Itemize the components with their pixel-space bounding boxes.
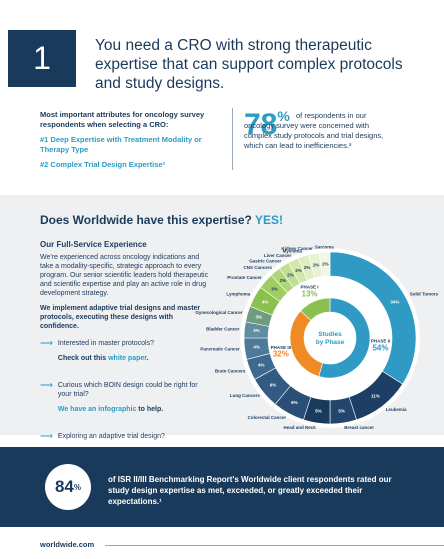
link-before: Check out this xyxy=(57,355,109,362)
stat-unit: % xyxy=(277,108,290,124)
segment-label: Brain Cancers xyxy=(215,369,246,374)
value-label: 2% xyxy=(322,261,329,266)
value-label: 2% xyxy=(280,278,287,283)
segment-label: Solid Tumors xyxy=(410,291,439,296)
segment-label: Gastric Cancer xyxy=(249,258,281,263)
segment-label: Kidney Cancer xyxy=(281,246,313,251)
link-after: to help. xyxy=(136,406,164,413)
link-question: Interested in master protocols? xyxy=(57,340,155,347)
phase-label: PHASE III xyxy=(271,345,292,350)
banner-text: of ISR II/III Benchmarking Report's Worl… xyxy=(108,475,392,506)
segment-label: Colorectal Cancer xyxy=(248,415,287,420)
segment-label: Bladder Cancer xyxy=(206,327,240,332)
value-label: 34% xyxy=(390,300,399,305)
phase-value: 54% xyxy=(372,343,388,352)
value-label: 11% xyxy=(371,394,380,399)
value-label: 6% xyxy=(270,382,277,387)
value-label: 3% xyxy=(271,286,278,291)
link[interactable]: white paper xyxy=(108,355,147,362)
value-label: 2% xyxy=(304,265,311,270)
value-label: 4% xyxy=(262,300,269,305)
value-label: 5% xyxy=(315,408,322,413)
segment-label: Head and Neck xyxy=(283,425,316,430)
phase-label: PHASE I xyxy=(301,284,319,289)
link-item: ⟶ Curious which BOIN design could be righ… xyxy=(40,381,212,426)
links: ⟶ Interested in master protocols? Check ou… xyxy=(40,339,212,468)
divider xyxy=(232,108,233,170)
donut-title-line: by Phase xyxy=(316,339,345,346)
attribute: #1 Deep Expertise with Treatment Modalit… xyxy=(40,135,202,154)
phase-value: 32% xyxy=(273,350,289,359)
arrow: ⟶ xyxy=(40,380,53,390)
segment-label: Lymphoma xyxy=(226,291,250,296)
attribute: #2 Complex Trial Design Expertise² xyxy=(40,160,166,169)
link-text: Curious which BOIN design could be right… xyxy=(58,381,212,420)
question-text: Does Worldwide have this expertise? xyxy=(40,213,252,227)
arrow: ⟶ xyxy=(40,338,53,348)
experience: Our Full-Service Experience We're experi… xyxy=(40,240,212,474)
value-label: 2% xyxy=(313,262,320,267)
segment-label: Gynecological Cancer xyxy=(195,310,243,315)
segment-label: CNS Cancers xyxy=(243,265,272,270)
value-label: 4% xyxy=(253,344,260,349)
banner-unit: % xyxy=(73,482,82,492)
segment-label: Prostate Cancer xyxy=(227,275,262,280)
subheading: Our Full-Service Experience xyxy=(40,240,147,249)
answer: YES! xyxy=(254,213,283,227)
link[interactable]: We have an infographic xyxy=(57,406,137,413)
banner-value: 84 xyxy=(54,477,74,496)
footer-rule xyxy=(105,545,444,546)
value-label: 2% xyxy=(287,273,294,278)
segment-label: Pancreatic Cancer xyxy=(200,347,240,352)
link-cta: Check out this white paper. xyxy=(58,354,154,363)
segment-label: Liver Cancer xyxy=(264,253,292,258)
link-cta: We have an infographic to help. xyxy=(58,405,212,414)
section-number: 1 xyxy=(8,30,76,87)
phase-value: 13% xyxy=(302,289,318,298)
link-question: Exploring an adaptive trial design? xyxy=(57,433,165,440)
paragraph: We're experienced across oncology indica… xyxy=(40,254,209,297)
stat-value: 78 xyxy=(244,108,278,141)
segment-label: Breast cancer xyxy=(344,425,374,430)
segment-label: Lung Cancers xyxy=(230,393,261,398)
value-label: 5% xyxy=(338,408,345,413)
value-label: 3% xyxy=(253,328,260,333)
phase-label: PHASE II xyxy=(371,338,390,343)
segment-label: Leukemia xyxy=(386,407,407,412)
stat: 78% xyxy=(244,108,290,142)
attributes: Most important attributes for oncology s… xyxy=(40,110,225,170)
segment-label: Sarcoma xyxy=(315,244,335,249)
attributes-intro: Most important attributes for oncology s… xyxy=(40,110,205,129)
donut-segment xyxy=(318,251,331,277)
question: Does Worldwide have this expertise? YES! xyxy=(40,213,283,227)
value-label: 4% xyxy=(258,362,265,367)
paragraph: We implement adaptive trial designs and … xyxy=(40,305,201,330)
arrow: ⟶ xyxy=(40,431,53,441)
link-text: Interested in master protocols? Check out… xyxy=(58,339,154,369)
donut-title-line: Studies xyxy=(318,331,342,338)
link-question: Curious which BOIN design could be right… xyxy=(57,382,198,398)
value-label: 3% xyxy=(256,315,263,320)
banner-stat: 84% xyxy=(45,464,91,510)
headline: You need a CRO with strong therapeutic e… xyxy=(95,37,403,92)
donut-title: Studies by Phase xyxy=(316,331,345,346)
value-label: 6% xyxy=(291,400,298,405)
link-after: . xyxy=(146,355,149,362)
stat-text: of respondents in our oncology survey we… xyxy=(244,111,384,150)
donut-segment xyxy=(318,297,371,379)
footer-url: worldwide.com xyxy=(40,540,95,549)
link-item: ⟶ Interested in master protocols? Check ou… xyxy=(40,339,212,375)
donut-segment xyxy=(300,297,331,321)
segment-label: Myeloma xyxy=(283,249,303,254)
value-label: 2% xyxy=(295,268,302,273)
